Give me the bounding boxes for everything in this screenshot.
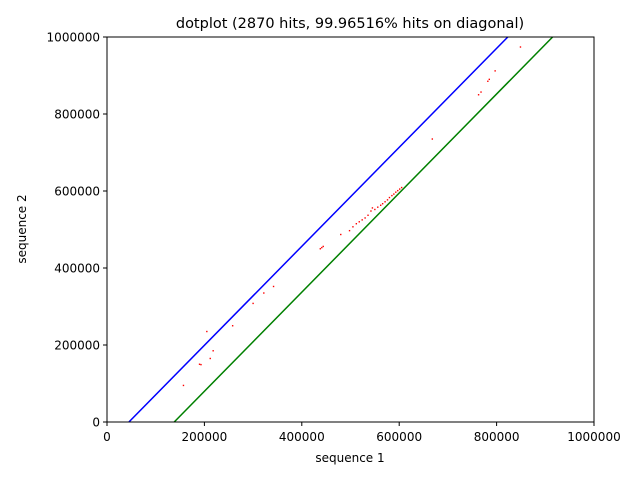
- hit-point-28: [386, 199, 389, 201]
- hit-point-27: [384, 201, 386, 203]
- hit-point-16: [355, 223, 358, 225]
- hit-point-24: [377, 206, 379, 208]
- hit-point-21: [370, 210, 372, 212]
- hit-point-33: [397, 189, 399, 192]
- hit-point-35: [400, 186, 403, 189]
- hit-point-19: [364, 217, 366, 219]
- chart-title: dotplot (2870 hits, 99.96516% hits on di…: [176, 16, 524, 32]
- y-tick-label-0: 0: [92, 416, 100, 430]
- hit-point-4: [209, 357, 211, 360]
- x-tick-label-0: 0: [103, 430, 111, 444]
- y-tick-label-3: 600000: [54, 185, 100, 199]
- hit-point-15: [352, 226, 354, 228]
- hit-point-11: [321, 246, 323, 249]
- y-tick-label-1: 200000: [54, 339, 100, 353]
- x-tick-label-5: 1000000: [567, 430, 620, 444]
- hit-point-32: [395, 191, 397, 193]
- hit-point-30: [391, 194, 393, 197]
- hit-point-1: [198, 363, 201, 365]
- hit-point-23: [374, 208, 376, 211]
- hit-point-3: [206, 330, 208, 333]
- hit-point-42: [519, 46, 522, 48]
- hit-point-40: [488, 78, 490, 81]
- hit-point-36: [431, 138, 434, 140]
- y-tick-label-4: 800000: [54, 108, 100, 122]
- hit-point-10: [319, 248, 322, 250]
- y-axis-label: sequence 2: [15, 194, 29, 263]
- hit-point-8: [263, 292, 265, 294]
- y-tick-label-2: 400000: [54, 262, 100, 276]
- hit-point-29: [388, 196, 391, 199]
- hit-point-26: [381, 203, 384, 205]
- hit-point-41: [494, 70, 496, 72]
- hit-point-18: [361, 219, 363, 221]
- hit-point-13: [340, 233, 342, 236]
- plot-area: [128, 37, 554, 422]
- hit-point-20: [367, 214, 369, 216]
- hit-point-31: [393, 193, 395, 195]
- x-tick-label-2: 400000: [279, 430, 325, 444]
- hit-point-39: [487, 80, 489, 82]
- x-axis-label: sequence 1: [315, 451, 384, 465]
- x-tick-label-1: 200000: [181, 430, 227, 444]
- hit-point-2: [200, 363, 202, 366]
- diagonal-line-0: [128, 37, 509, 422]
- hit-point-7: [252, 302, 254, 305]
- plot-frame: [106, 36, 595, 423]
- hit-point-5: [212, 350, 214, 352]
- y-tick-label-5: 1000000: [47, 31, 100, 45]
- hit-point-6: [231, 325, 234, 327]
- hit-point-34: [398, 188, 401, 190]
- hit-point-9: [272, 285, 275, 288]
- axis-ticks: 0 200000 400000 600000 800000 1000000 0 200000 4…: [47, 31, 621, 445]
- hit-point-22: [371, 207, 374, 209]
- hit-point-37: [477, 94, 480, 96]
- hit-point-12: [322, 245, 324, 248]
- x-tick-label-4: 800000: [474, 430, 520, 444]
- hit-point-25: [379, 204, 382, 206]
- hit-point-0: [182, 384, 185, 387]
- x-tick-label-3: 600000: [376, 430, 422, 444]
- hit-point-38: [480, 91, 482, 93]
- hit-point-14: [348, 229, 351, 232]
- hit-point-17: [358, 221, 360, 223]
- diagonal-line-1: [173, 37, 554, 422]
